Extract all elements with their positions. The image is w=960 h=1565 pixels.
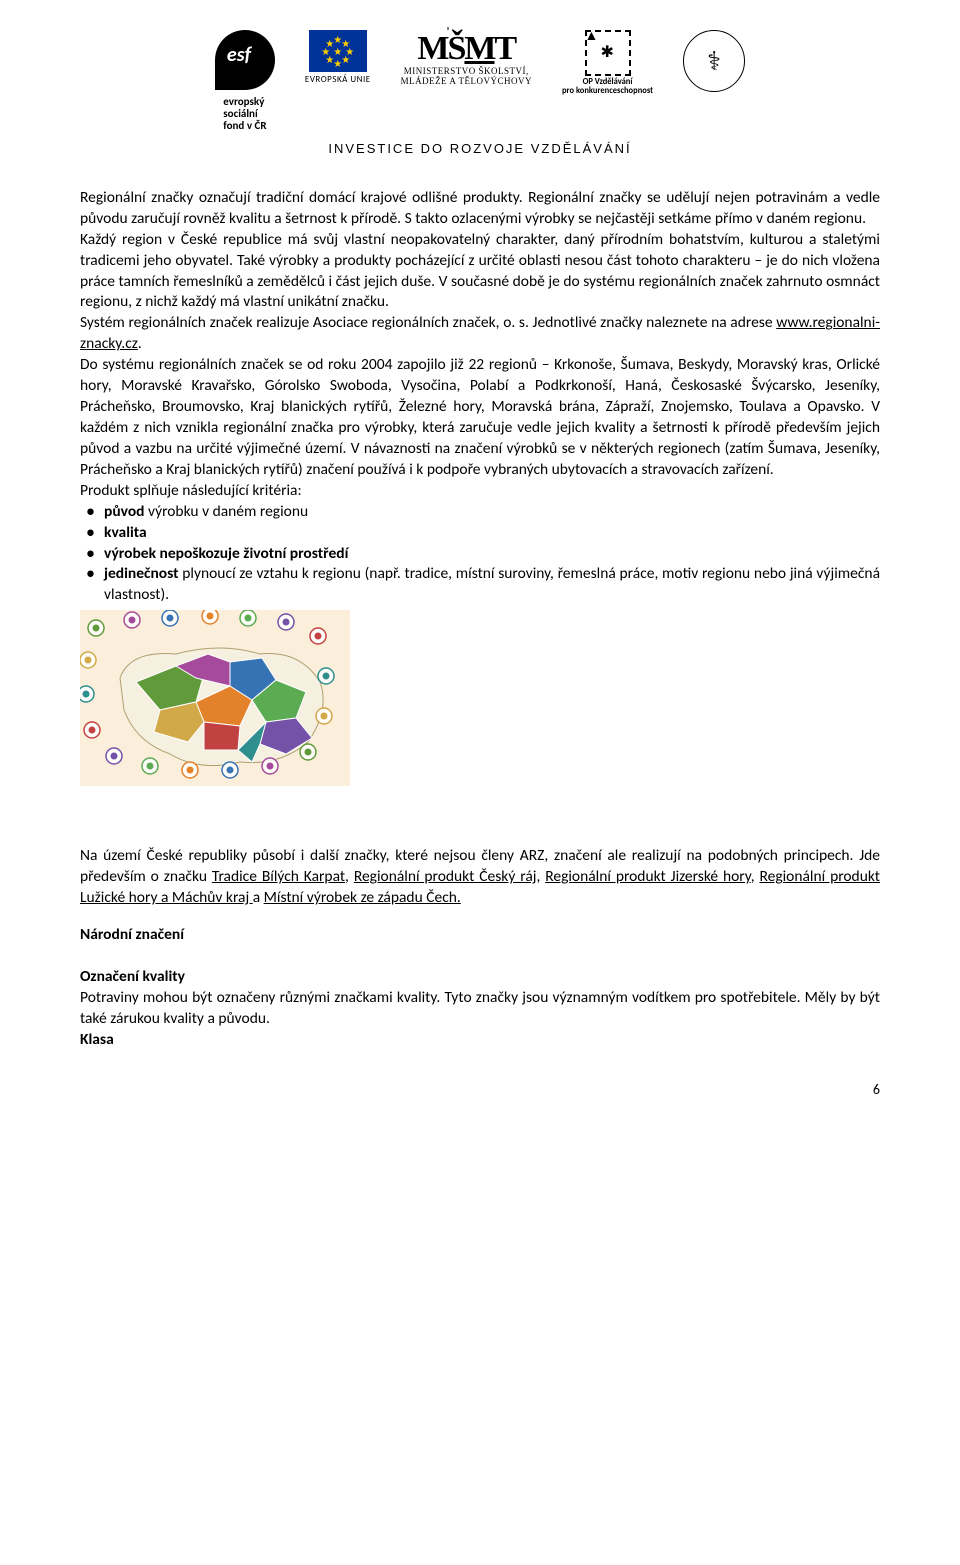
opvk-icon: [585, 30, 631, 76]
criteria-item: jedinečnost plynoucí ze vztahu k regionu…: [80, 564, 880, 606]
regional-map: [80, 610, 350, 786]
esf-text: evropský sociální fond v ČR: [223, 96, 266, 132]
msmt-text: MINISTERSTVO ŠKOLSTVÍ, MLÁDEŽE A TĚLOVÝC…: [401, 67, 532, 87]
header-logo-bar: evropský sociální fond v ČR EVROPSKÁ UNI…: [80, 30, 880, 132]
seal-icon: ⚕: [683, 30, 745, 92]
criteria-item: původ výrobku v daném regionu: [80, 502, 880, 523]
header-tagline: INVESTICE DO ROZVOJE VZDĚLÁVÁNÍ: [80, 140, 880, 158]
heading-oznaceni-kvality: Označení kvality: [80, 967, 880, 988]
p3-text-a: Systém regionálních značek realizuje Aso…: [80, 313, 776, 332]
opvk-logo: OP Vzdělávání pro konkurenceschopnost: [562, 30, 653, 97]
eu-flag-icon: [309, 30, 367, 72]
paragraph-6: Na území České republiky působí i další …: [80, 846, 880, 909]
msmt-logo: MŠMT MINISTERSTVO ŠKOLSTVÍ, MLÁDEŽE A TĚ…: [401, 30, 532, 87]
criteria-item: kvalita: [80, 523, 880, 544]
paragraph-7: Potraviny mohou být označeny různými zna…: [80, 988, 880, 1030]
paragraph-4: Do systému regionálních značek se od rok…: [80, 355, 880, 481]
opvk-text: OP Vzdělávání pro konkurenceschopnost: [562, 78, 653, 97]
criteria-item: výrobek nepoškozuje životní prostředí: [80, 544, 880, 565]
criteria-list: původ výrobku v daném regionukvalitavýro…: [80, 502, 880, 607]
eu-text: EVROPSKÁ UNIE: [305, 75, 371, 85]
link-regional-brand[interactable]: Regionální produkt Český ráj: [354, 867, 537, 886]
page-number: 6: [80, 1081, 880, 1100]
paragraph-3: Systém regionálních značek realizuje Aso…: [80, 313, 880, 355]
link-regional-brand[interactable]: Tradice Bílých Karpat: [212, 867, 345, 886]
heading-narodni-znaceni: Národní značení: [80, 925, 880, 946]
link-regional-brand[interactable]: Regionální produkt Jizerské hory: [545, 867, 750, 886]
paragraph-1: Regionální značky označují tradiční domá…: [80, 188, 880, 230]
msmt-mark: MŠMT: [417, 30, 515, 67]
esf-logo: evropský sociální fond v ČR: [215, 30, 275, 132]
map-svg: [80, 610, 350, 786]
link-regional-brand[interactable]: Místní výrobek ze západu Čech.: [264, 888, 461, 907]
university-seal: ⚕: [683, 30, 745, 92]
eu-logo: EVROPSKÁ UNIE: [305, 30, 371, 85]
heading-klasa: Klasa: [80, 1030, 880, 1051]
p3-text-b: .: [138, 334, 142, 353]
paragraph-2: Každý region v České republice má svůj v…: [80, 230, 880, 314]
esf-icon: [215, 30, 275, 90]
paragraph-5: Produkt splňuje následující kritéria:: [80, 481, 880, 502]
